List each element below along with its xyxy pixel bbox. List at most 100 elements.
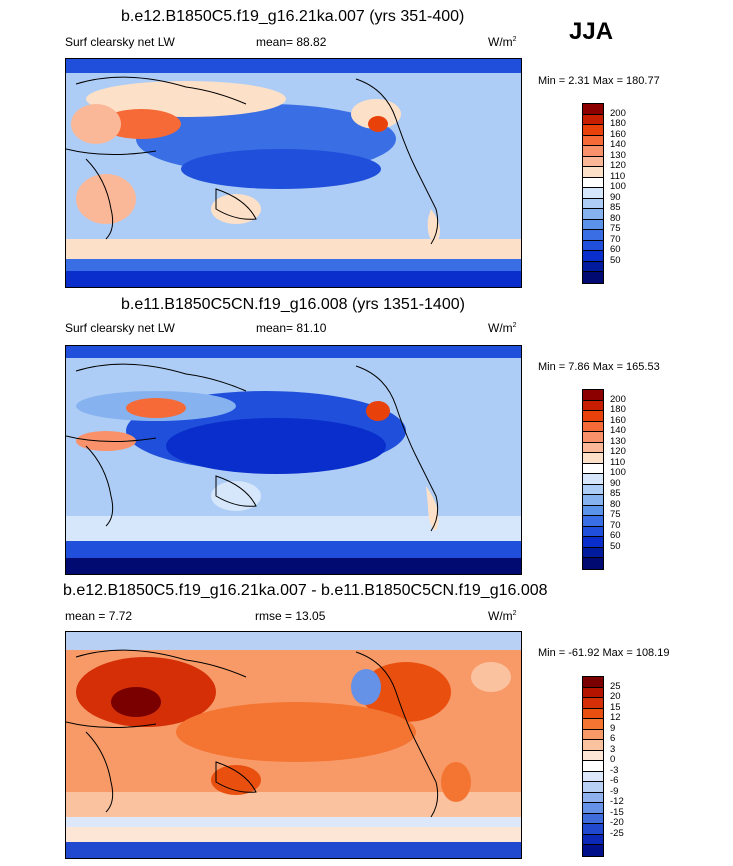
colorbar-swatch (583, 750, 603, 761)
colorbar-tick-label: 200 (610, 107, 626, 119)
colorbar-tick-label: 0 (610, 754, 616, 765)
colorbar-swatch (583, 761, 603, 772)
panel1-minmax: Min = 2.31 Max = 180.77 (538, 75, 660, 87)
panel3-title: b.e12.B1850C5.f19_g16.21ka.007 - b.e11.B… (63, 582, 548, 599)
colorbar-swatch (583, 698, 603, 709)
colorbar-swatch (583, 813, 603, 824)
colorbar-swatch (583, 209, 603, 220)
colorbar-swatch (583, 719, 603, 730)
colorbar-swatch (583, 687, 603, 698)
colorbar-tick-label: -25 (610, 827, 624, 839)
season-label: JJA (569, 18, 614, 45)
colorbar-swatch (583, 547, 603, 558)
colorbar-tick-label: 15 (610, 701, 621, 713)
colorbar-swatch (583, 177, 603, 188)
colorbar-swatch (583, 432, 603, 443)
colorbar-swatch (583, 740, 603, 751)
colorbar-tick-label: 6 (610, 733, 616, 744)
colorbar-swatch (583, 729, 603, 740)
panel2-mean: mean= 81.10 (256, 321, 327, 335)
colorbar-tick-label: 140 (610, 425, 626, 436)
colorbar-tick-label: 75 (610, 509, 621, 520)
colorbar-swatch (583, 792, 603, 803)
colorbar-swatch (583, 824, 603, 835)
colorbar-tick-label: -20 (610, 817, 624, 828)
colorbar-tick-label: 3 (610, 743, 616, 755)
colorbar-swatch (583, 463, 603, 474)
colorbar-tick-label: 25 (610, 680, 621, 692)
colorbar-swatch (583, 677, 603, 688)
colorbar-tick-label: 75 (610, 223, 621, 234)
colorbar-swatch (583, 230, 603, 241)
colorbar-swatch (583, 104, 603, 115)
colorbar-tick-label: 120 (610, 446, 626, 457)
colorbar-tick-label: 90 (610, 477, 621, 489)
panel1-colorbar (582, 103, 604, 284)
colorbar-tick-label: 70 (610, 233, 621, 245)
colorbar-tick-label: 110 (610, 170, 626, 182)
colorbar-tick-label: 80 (610, 498, 621, 510)
colorbar-tick-label: 20 (610, 691, 621, 702)
colorbar-tick-label: 200 (610, 393, 626, 405)
colorbar-tick-label: 50 (610, 540, 621, 552)
colorbar-swatch (583, 156, 603, 167)
colorbar-swatch (583, 526, 603, 537)
colorbar-swatch (583, 167, 603, 178)
colorbar-swatch (583, 421, 603, 432)
colorbar-tick-label: 80 (610, 212, 621, 224)
colorbar-tick-label: 130 (610, 149, 626, 161)
panel2-minmax: Min = 7.86 Max = 165.53 (538, 361, 660, 373)
colorbar-swatch (583, 505, 603, 516)
panel3-map (65, 631, 522, 859)
colorbar-swatch (583, 834, 603, 845)
panel2-colorbar (582, 389, 604, 570)
colorbar-tick-label: 90 (610, 191, 621, 203)
colorbar-swatch (583, 114, 603, 125)
colorbar-swatch (583, 845, 603, 856)
panel1-map (65, 58, 522, 288)
panel2-units: W/m2 (488, 321, 517, 335)
colorbar-tick-label: 160 (610, 128, 626, 140)
colorbar-tick-label: 100 (610, 467, 626, 478)
colorbar-swatch (583, 495, 603, 506)
colorbar-tick-label: 60 (610, 244, 621, 255)
colorbar-tick-label: 110 (610, 456, 626, 468)
colorbar-swatch (583, 516, 603, 527)
panel3-rmse: rmse = 13.05 (255, 609, 326, 623)
colorbar-tick-label: 120 (610, 160, 626, 171)
colorbar-tick-label: -3 (610, 764, 619, 776)
panel3-mean: mean = 7.72 (65, 609, 133, 623)
panel1-units: W/m2 (488, 35, 517, 49)
colorbar-swatch (583, 146, 603, 157)
colorbar-tick-label: -15 (610, 806, 624, 818)
colorbar-tick-label: 140 (610, 139, 626, 150)
colorbar-swatch (583, 453, 603, 464)
colorbar-tick-label: 60 (610, 530, 621, 541)
colorbar-tick-label: 85 (610, 202, 621, 213)
colorbar-swatch (583, 474, 603, 485)
colorbar-swatch (583, 400, 603, 411)
colorbar-tick-label: 70 (610, 519, 621, 531)
colorbar-tick-label: -12 (610, 796, 624, 807)
colorbar-swatch (583, 537, 603, 548)
colorbar-swatch (583, 771, 603, 782)
colorbar-tick-label: 180 (610, 404, 626, 415)
colorbar-tick-label: 100 (610, 181, 626, 192)
colorbar-tick-label: 180 (610, 118, 626, 129)
panel1-variable: Surf clearsky net LW (65, 35, 175, 49)
colorbar-swatch (583, 272, 603, 283)
panel3-units: W/m2 (488, 609, 517, 623)
colorbar-tick-label: 50 (610, 254, 621, 266)
colorbar-tick-label: 160 (610, 414, 626, 426)
colorbar-swatch (583, 442, 603, 453)
colorbar-swatch (583, 558, 603, 569)
panel1-mean: mean= 88.82 (256, 35, 327, 49)
panel2-variable: Surf clearsky net LW (65, 321, 175, 335)
colorbar-tick-label: 85 (610, 488, 621, 499)
panel2-map (65, 345, 522, 575)
colorbar-swatch (583, 240, 603, 251)
colorbar-swatch (583, 708, 603, 719)
colorbar-swatch (583, 261, 603, 272)
panel3-colorbar (582, 676, 604, 857)
colorbar-swatch (583, 188, 603, 199)
